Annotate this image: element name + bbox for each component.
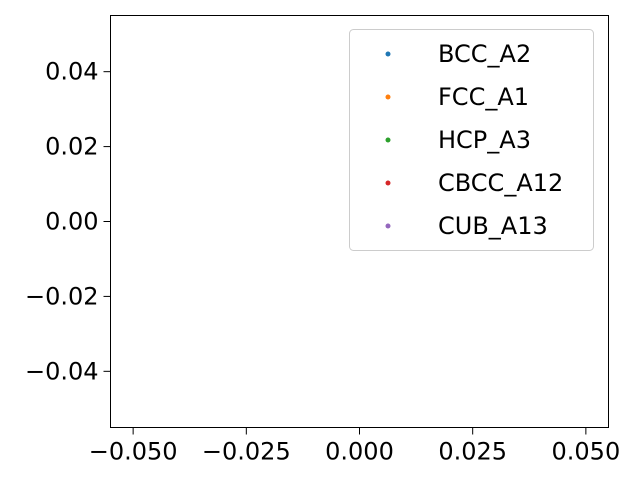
y-axis: 0.04 0.02 0.00 −0.02 −0.04 [25,58,111,385]
y-tick-label: 0.04 [45,58,98,86]
y-tick-label: 0.02 [45,133,98,161]
legend-label: CBCC_A12 [438,169,563,197]
legend-marker [385,137,391,143]
x-axis: −0.050 −0.025 0.000 0.025 0.050 [89,427,621,466]
x-tick-label: −0.025 [202,438,291,466]
legend: BCC_A2 FCC_A1 HCP_A3 CBCC_A12 CUB_A13 [349,29,594,251]
x-tick-label: 0.025 [438,438,507,466]
legend-marker [385,94,391,100]
legend-box [349,29,594,251]
x-tick-label: 0.050 [552,438,621,466]
legend-marker [385,180,391,186]
y-tick-label: −0.02 [25,282,99,310]
legend-label: CUB_A13 [438,212,548,240]
axes-frame [110,15,609,428]
legend-label: BCC_A2 [438,40,531,68]
y-tick-label: 0.00 [45,208,98,236]
y-tick-label: −0.04 [25,357,99,385]
legend-label: HCP_A3 [438,126,531,154]
x-tick-label: −0.050 [89,438,178,466]
legend-label: FCC_A1 [438,83,529,111]
legend-marker [385,51,391,57]
x-tick-label: 0.000 [325,438,394,466]
legend-marker [385,223,391,229]
